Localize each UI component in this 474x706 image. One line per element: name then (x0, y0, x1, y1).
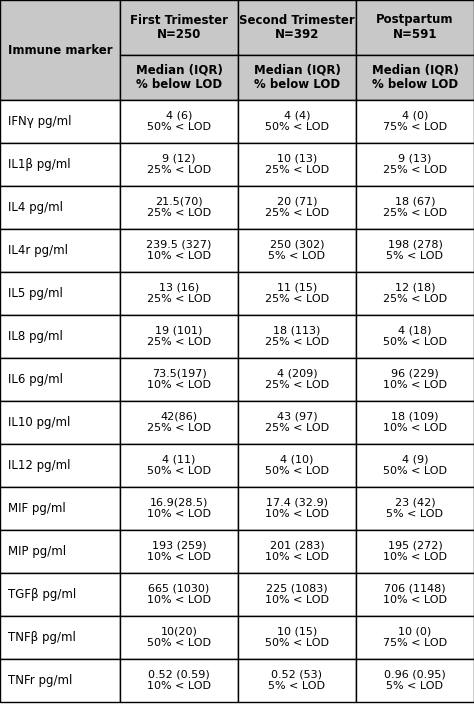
Bar (238, 659, 356, 702)
Text: 18 (109)
10% < LOD: 18 (109) 10% < LOD (383, 412, 447, 433)
Bar (356, 0, 474, 55)
Text: MIF pg/ml: MIF pg/ml (8, 502, 66, 515)
Bar (356, 573, 474, 616)
Text: IFNγ pg/ml: IFNγ pg/ml (8, 115, 72, 128)
Bar (356, 401, 474, 444)
Text: TNFr pg/ml: TNFr pg/ml (8, 674, 73, 687)
Bar (238, 616, 356, 659)
Text: 4 (6)
50% < LOD: 4 (6) 50% < LOD (147, 111, 211, 132)
Text: 0.96 (0.95)
5% < LOD: 0.96 (0.95) 5% < LOD (384, 670, 446, 691)
Text: 96 (229)
10% < LOD: 96 (229) 10% < LOD (383, 369, 447, 390)
Text: 9 (12)
25% < LOD: 9 (12) 25% < LOD (147, 154, 211, 175)
Bar (120, 358, 238, 401)
Bar (238, 315, 356, 358)
Text: 4 (9)
50% < LOD: 4 (9) 50% < LOD (383, 455, 447, 477)
Bar (120, 616, 238, 659)
Text: 10 (0)
75% < LOD: 10 (0) 75% < LOD (383, 627, 447, 648)
Text: 0.52 (53)
5% < LOD: 0.52 (53) 5% < LOD (268, 670, 326, 691)
Text: 10 (13)
25% < LOD: 10 (13) 25% < LOD (265, 154, 329, 175)
Bar (0, 444, 120, 487)
Bar (356, 616, 474, 659)
Text: 195 (272)
10% < LOD: 195 (272) 10% < LOD (383, 541, 447, 562)
Text: Second Trimester
N=392: Second Trimester N=392 (239, 13, 355, 42)
Bar (0, 530, 120, 573)
Text: 18 (113)
25% < LOD: 18 (113) 25% < LOD (265, 325, 329, 347)
Text: 73.5(197)
10% < LOD: 73.5(197) 10% < LOD (147, 369, 211, 390)
Text: 4 (11)
50% < LOD: 4 (11) 50% < LOD (147, 455, 211, 477)
Text: 4 (10)
50% < LOD: 4 (10) 50% < LOD (265, 455, 329, 477)
Text: 9 (13)
25% < LOD: 9 (13) 25% < LOD (383, 154, 447, 175)
Text: 0.52 (0.59)
10% < LOD: 0.52 (0.59) 10% < LOD (147, 670, 211, 691)
Bar (238, 573, 356, 616)
Bar (356, 143, 474, 186)
Bar (120, 272, 238, 315)
Bar (356, 55, 474, 100)
Text: IL8 pg/ml: IL8 pg/ml (8, 330, 63, 343)
Bar (356, 358, 474, 401)
Text: 18 (67)
25% < LOD: 18 (67) 25% < LOD (383, 197, 447, 218)
Bar (356, 100, 474, 143)
Bar (356, 229, 474, 272)
Text: 16.9(28.5)
10% < LOD: 16.9(28.5) 10% < LOD (147, 498, 211, 520)
Text: 17.4 (32.9)
10% < LOD: 17.4 (32.9) 10% < LOD (265, 498, 329, 520)
Bar (120, 100, 238, 143)
Bar (120, 315, 238, 358)
Bar (120, 573, 238, 616)
Text: First Trimester
N=250: First Trimester N=250 (130, 13, 228, 42)
Text: TGFβ pg/ml: TGFβ pg/ml (8, 588, 76, 601)
Bar (356, 487, 474, 530)
Bar (0, 315, 120, 358)
Bar (356, 272, 474, 315)
Bar (0, 487, 120, 530)
Bar (356, 315, 474, 358)
Bar (0, 401, 120, 444)
Bar (0, 0, 120, 100)
Bar (238, 100, 356, 143)
Text: 13 (16)
25% < LOD: 13 (16) 25% < LOD (147, 282, 211, 304)
Bar (238, 143, 356, 186)
Bar (238, 0, 356, 55)
Text: 21.5(70)
25% < LOD: 21.5(70) 25% < LOD (147, 197, 211, 218)
Text: MIP pg/ml: MIP pg/ml (8, 545, 66, 558)
Text: 42(86)
25% < LOD: 42(86) 25% < LOD (147, 412, 211, 433)
Text: Median (IQR)
% below LOD: Median (IQR) % below LOD (254, 64, 340, 92)
Text: Median (IQR)
% below LOD: Median (IQR) % below LOD (136, 64, 222, 92)
Text: IL12 pg/ml: IL12 pg/ml (8, 459, 71, 472)
Bar (238, 530, 356, 573)
Bar (238, 272, 356, 315)
Text: 11 (15)
25% < LOD: 11 (15) 25% < LOD (265, 282, 329, 304)
Bar (0, 358, 120, 401)
Bar (238, 358, 356, 401)
Text: 201 (283)
10% < LOD: 201 (283) 10% < LOD (265, 541, 329, 562)
Bar (238, 55, 356, 100)
Text: IL1β pg/ml: IL1β pg/ml (8, 158, 71, 171)
Text: 225 (1083)
10% < LOD: 225 (1083) 10% < LOD (265, 584, 329, 605)
Text: IL4 pg/ml: IL4 pg/ml (8, 201, 63, 214)
Bar (120, 530, 238, 573)
Bar (238, 401, 356, 444)
Bar (0, 186, 120, 229)
Text: IL10 pg/ml: IL10 pg/ml (8, 416, 70, 429)
Text: 23 (42)
5% < LOD: 23 (42) 5% < LOD (386, 498, 444, 520)
Text: 193 (259)
10% < LOD: 193 (259) 10% < LOD (147, 541, 211, 562)
Text: TNFβ pg/ml: TNFβ pg/ml (8, 631, 76, 644)
Bar (0, 229, 120, 272)
Text: 4 (209)
25% < LOD: 4 (209) 25% < LOD (265, 369, 329, 390)
Bar (120, 659, 238, 702)
Bar (120, 444, 238, 487)
Text: 239.5 (327)
10% < LOD: 239.5 (327) 10% < LOD (146, 240, 212, 261)
Bar (120, 143, 238, 186)
Bar (238, 444, 356, 487)
Bar (0, 616, 120, 659)
Text: Postpartum
N=591: Postpartum N=591 (376, 13, 454, 42)
Text: 43 (97)
25% < LOD: 43 (97) 25% < LOD (265, 412, 329, 433)
Text: 10 (15)
50% < LOD: 10 (15) 50% < LOD (265, 627, 329, 648)
Text: 4 (4)
50% < LOD: 4 (4) 50% < LOD (265, 111, 329, 132)
Bar (0, 272, 120, 315)
Bar (0, 143, 120, 186)
Text: IL5 pg/ml: IL5 pg/ml (8, 287, 63, 300)
Bar (120, 55, 238, 100)
Text: Immune marker: Immune marker (8, 44, 112, 56)
Bar (0, 573, 120, 616)
Bar (120, 0, 238, 55)
